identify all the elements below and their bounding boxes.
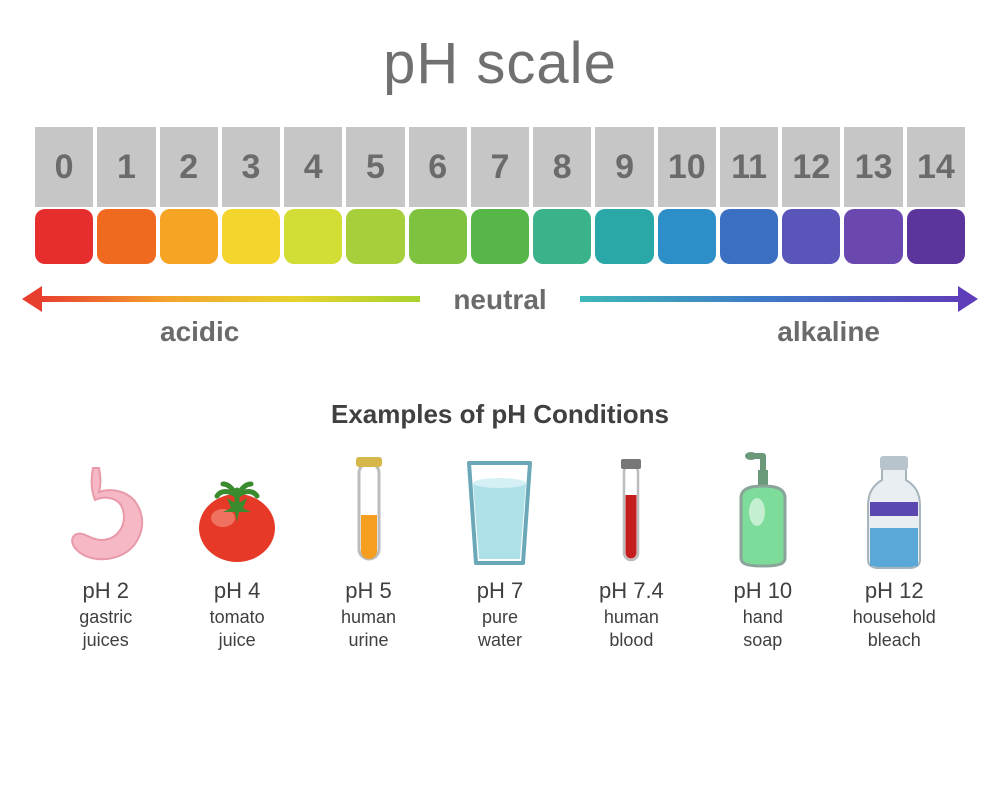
scale-number: 9 (595, 127, 653, 207)
example-name-label: householdbleach (853, 606, 936, 651)
scale-cell: 6 (409, 127, 467, 264)
example-ph-label: pH 7.4 (599, 578, 664, 604)
scale-cell: 12 (782, 127, 840, 264)
scale-cell: 3 (222, 127, 280, 264)
example-item: pH 4tomatojuice (172, 450, 302, 651)
tomato-icon (187, 450, 287, 570)
scale-color (471, 209, 529, 264)
scale-number: 14 (907, 127, 965, 207)
soap-icon (723, 450, 803, 570)
scale-cell: 5 (346, 127, 404, 264)
scale-cell: 2 (160, 127, 218, 264)
example-ph-label: pH 4 (214, 578, 260, 604)
scale-number: 11 (720, 127, 778, 207)
example-ph-label: pH 7 (477, 578, 523, 604)
example-name-label: tomatojuice (210, 606, 265, 651)
alkaline-label: alkaline (777, 316, 880, 348)
scale-color (97, 209, 155, 264)
scale-number: 6 (409, 127, 467, 207)
examples-title: Examples of pH Conditions (30, 399, 970, 430)
example-ph-label: pH 2 (82, 578, 128, 604)
example-item: pH 10handsoap (698, 450, 828, 651)
example-name-label: handsoap (743, 606, 783, 651)
stomach-icon (51, 450, 161, 570)
scale-color (533, 209, 591, 264)
scale-cell: 8 (533, 127, 591, 264)
scale-cell: 10 (658, 127, 716, 264)
arrow-acidic (40, 296, 420, 302)
example-item: pH 7.4humanblood (566, 450, 696, 651)
example-item: pH 12householdbleach (829, 450, 959, 651)
scale-color (595, 209, 653, 264)
scale-color (720, 209, 778, 264)
scale-number: 12 (782, 127, 840, 207)
scale-number: 4 (284, 127, 342, 207)
scale-color (907, 209, 965, 264)
scale-number: 3 (222, 127, 280, 207)
example-name-label: humanurine (341, 606, 396, 651)
scale-number: 7 (471, 127, 529, 207)
scale-cell: 14 (907, 127, 965, 264)
scale-number: 8 (533, 127, 591, 207)
scale-cell: 1 (97, 127, 155, 264)
page-title: pH scale (30, 30, 970, 97)
scale-cell: 13 (844, 127, 902, 264)
scale-cell: 11 (720, 127, 778, 264)
acidic-label: acidic (160, 316, 239, 348)
scale-color (844, 209, 902, 264)
scale-number: 2 (160, 127, 218, 207)
example-ph-label: pH 10 (733, 578, 792, 604)
scale-color (658, 209, 716, 264)
scale-color (284, 209, 342, 264)
example-item: pH 5humanurine (304, 450, 434, 651)
scale-number: 0 (35, 127, 93, 207)
example-name-label: humanblood (604, 606, 659, 651)
scale-cell: 0 (35, 127, 93, 264)
scale-number: 10 (658, 127, 716, 207)
example-name-label: gastricjuices (79, 606, 132, 651)
glass-icon (457, 450, 542, 570)
scale-color (346, 209, 404, 264)
example-ph-label: pH 5 (345, 578, 391, 604)
arrow-section: neutral acidic alkaline (30, 284, 970, 364)
scale-number: 13 (844, 127, 902, 207)
example-ph-label: pH 12 (865, 578, 924, 604)
ph-scale-row: 01234567891011121314 (35, 127, 965, 264)
testtube-icon (344, 450, 394, 570)
example-item: pH 2gastricjuices (41, 450, 171, 651)
example-item: pH 7purewater (435, 450, 565, 651)
scale-cell: 9 (595, 127, 653, 264)
scale-color (409, 209, 467, 264)
arrow-alkaline (580, 296, 960, 302)
scale-cell: 7 (471, 127, 529, 264)
example-name-label: purewater (478, 606, 522, 651)
scale-color (222, 209, 280, 264)
examples-row: pH 2gastricjuices pH 4tomatojuice pH 5hu… (40, 450, 960, 651)
scale-color (782, 209, 840, 264)
scale-number: 1 (97, 127, 155, 207)
bleach-icon (854, 450, 934, 570)
scale-cell: 4 (284, 127, 342, 264)
scale-color (35, 209, 93, 264)
neutral-label: neutral (453, 284, 546, 316)
scale-number: 5 (346, 127, 404, 207)
scale-color (160, 209, 218, 264)
bloodtube-icon (611, 450, 651, 570)
